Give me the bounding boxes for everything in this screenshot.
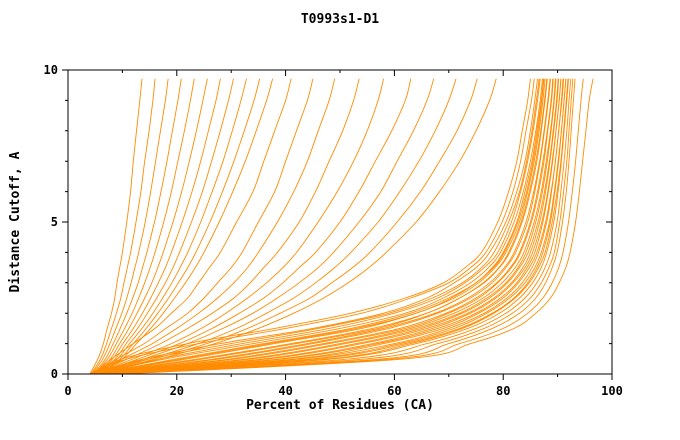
model-curve bbox=[92, 78, 182, 375]
model-curve bbox=[96, 78, 457, 375]
model-curve bbox=[94, 78, 208, 375]
model-curve bbox=[100, 78, 557, 375]
model-curve bbox=[102, 78, 565, 375]
model-curve bbox=[113, 78, 576, 375]
model-curve bbox=[92, 78, 543, 375]
model-curve bbox=[95, 78, 548, 375]
x-tick-label: 20 bbox=[170, 384, 184, 398]
model-curve bbox=[100, 78, 273, 375]
model-curve bbox=[95, 78, 221, 375]
model-curve bbox=[108, 78, 572, 375]
model-curve bbox=[93, 78, 195, 375]
model-curve bbox=[103, 78, 567, 375]
model-curve bbox=[107, 78, 569, 375]
chart-title: T0993s1-D1 bbox=[300, 12, 380, 27]
model-curve bbox=[98, 78, 556, 375]
model-curve bbox=[94, 78, 548, 375]
axis-ticks bbox=[62, 69, 613, 380]
model-curve bbox=[93, 78, 545, 375]
model-curve bbox=[95, 78, 551, 375]
model-curve bbox=[111, 78, 574, 375]
model-curve bbox=[90, 78, 156, 375]
model-curve bbox=[121, 78, 594, 375]
model-curve bbox=[96, 78, 435, 375]
model-curve bbox=[98, 78, 247, 375]
model-curve bbox=[95, 78, 412, 375]
x-tick-label: 80 bbox=[496, 384, 510, 398]
model-curve bbox=[99, 78, 497, 375]
model-curve bbox=[116, 78, 584, 375]
model-curve bbox=[99, 78, 559, 375]
x-tick-label: 40 bbox=[278, 384, 292, 398]
x-tick-label: 100 bbox=[601, 384, 623, 398]
model-curves bbox=[89, 78, 594, 375]
model-curve bbox=[89, 78, 143, 375]
model-curve bbox=[89, 78, 531, 375]
y-tick-label: 5 bbox=[51, 215, 58, 229]
x-tick-label: 60 bbox=[387, 384, 401, 398]
model-curve bbox=[105, 78, 569, 375]
model-curve bbox=[93, 78, 360, 375]
model-curve bbox=[99, 78, 260, 375]
model-curve bbox=[100, 78, 562, 375]
model-curve bbox=[93, 78, 336, 375]
model-curve bbox=[92, 78, 292, 375]
model-curve bbox=[90, 78, 540, 375]
y-tick-label: 10 bbox=[44, 63, 58, 77]
model-curve bbox=[99, 78, 554, 375]
model-curve bbox=[97, 78, 551, 375]
model-curve bbox=[96, 78, 554, 375]
model-curve bbox=[92, 78, 541, 375]
model-curve bbox=[101, 78, 560, 375]
model-curve bbox=[91, 78, 169, 375]
x-axis-label: Percent of Residues (CA) bbox=[246, 398, 434, 413]
model-curve bbox=[96, 78, 234, 375]
model-curve bbox=[90, 78, 538, 375]
model-curve bbox=[92, 78, 314, 375]
y-tick-label: 0 bbox=[51, 367, 58, 381]
x-tick-label: 0 bbox=[64, 384, 71, 398]
model-curve bbox=[98, 78, 478, 375]
model-curve bbox=[94, 78, 544, 375]
model-curve bbox=[93, 78, 546, 375]
model-curve bbox=[94, 78, 384, 375]
